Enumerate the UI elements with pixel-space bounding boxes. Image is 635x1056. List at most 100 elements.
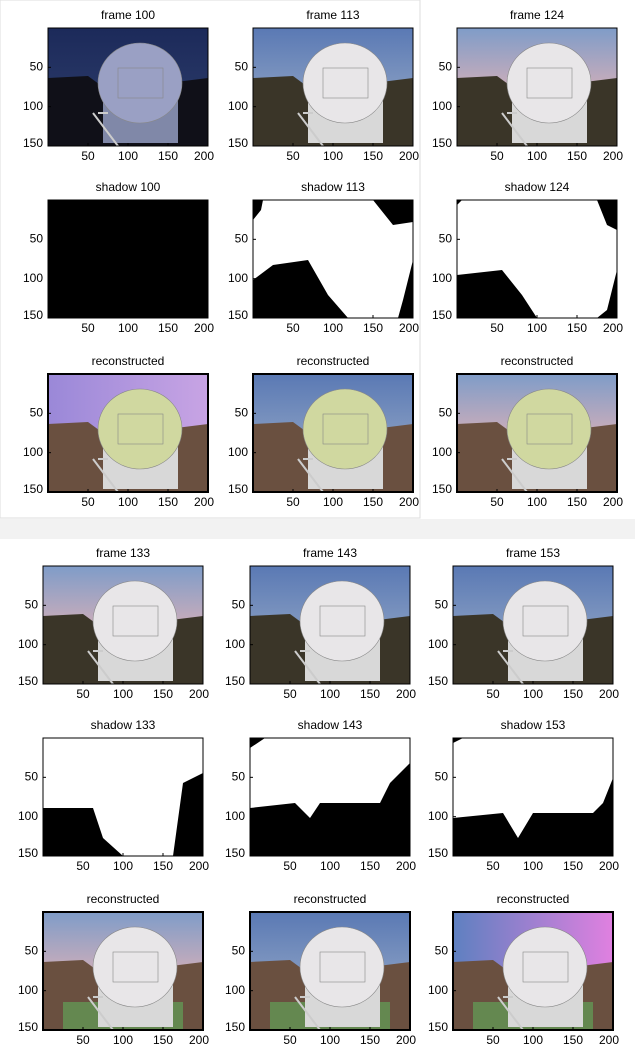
x-tick-label: 150 — [158, 149, 178, 163]
y-tick-label: 150 — [23, 308, 43, 322]
x-tick-label: 200 — [399, 495, 419, 509]
x-tick-label: 100 — [523, 1033, 543, 1047]
x-tick-label: 50 — [81, 149, 95, 163]
y-tick-label: 100 — [432, 445, 452, 459]
subplot: shadow 1245010015050100150200 — [432, 180, 623, 335]
x-tick-label: 100 — [527, 321, 547, 335]
x-tick-label: 50 — [490, 149, 504, 163]
subplot: frame 1435010015050100150200 — [225, 546, 416, 701]
subplot-title: reconstructed — [297, 354, 370, 368]
subplot-title: frame 133 — [96, 546, 150, 560]
x-tick-label: 200 — [399, 149, 419, 163]
x-tick-label: 50 — [81, 495, 95, 509]
dome — [503, 581, 587, 661]
subplot-title: shadow 153 — [501, 718, 566, 732]
y-tick-label: 150 — [18, 846, 38, 860]
dome — [303, 43, 387, 123]
y-tick-label: 100 — [23, 271, 43, 285]
x-tick-label: 150 — [153, 859, 173, 873]
x-tick-label: 150 — [360, 687, 380, 701]
subplot-title: frame 124 — [510, 8, 564, 22]
subplot-title: reconstructed — [294, 892, 367, 906]
y-tick-label: 100 — [428, 983, 448, 997]
y-tick-label: 50 — [235, 60, 249, 74]
x-tick-label: 150 — [363, 495, 383, 509]
dome — [93, 581, 177, 661]
x-tick-label: 150 — [158, 321, 178, 335]
y-tick-label: 50 — [25, 944, 39, 958]
y-tick-label: 100 — [225, 809, 245, 823]
y-tick-label: 100 — [225, 637, 245, 651]
y-tick-label: 150 — [225, 1020, 245, 1034]
y-tick-label: 100 — [23, 99, 43, 113]
y-tick-label: 150 — [432, 308, 452, 322]
subplot-title: reconstructed — [87, 892, 160, 906]
x-tick-label: 50 — [286, 495, 300, 509]
x-tick-label: 100 — [320, 1033, 340, 1047]
subplot: frame 1535010015050100150200 — [428, 546, 619, 701]
subplot-title: frame 153 — [506, 546, 560, 560]
x-tick-label: 100 — [523, 687, 543, 701]
x-tick-label: 150 — [567, 495, 587, 509]
x-tick-label: 100 — [118, 495, 138, 509]
subplot: reconstructed5010015050100150200 — [225, 892, 416, 1047]
y-tick-label: 150 — [428, 1020, 448, 1034]
page: frame 1005010015050100150200frame 113501… — [0, 0, 635, 1051]
x-tick-label: 200 — [189, 687, 209, 701]
x-tick-label: 200 — [603, 149, 623, 163]
x-tick-label: 100 — [113, 687, 133, 701]
x-tick-label: 50 — [283, 687, 297, 701]
y-tick-label: 50 — [439, 406, 453, 420]
y-tick-label: 50 — [235, 406, 249, 420]
y-tick-label: 100 — [18, 983, 38, 997]
y-tick-label: 50 — [235, 232, 249, 246]
subplot-title: shadow 100 — [96, 180, 161, 194]
subplot-title: shadow 113 — [301, 180, 365, 194]
x-tick-label: 200 — [603, 321, 623, 335]
x-tick-label: 200 — [396, 687, 416, 701]
dome — [93, 927, 177, 1007]
dome — [98, 43, 182, 123]
x-tick-label: 200 — [189, 859, 209, 873]
subplot-title: frame 113 — [306, 8, 359, 22]
subplot-title: reconstructed — [497, 892, 570, 906]
y-tick-label: 50 — [232, 598, 246, 612]
y-tick-label: 50 — [232, 770, 246, 784]
y-tick-label: 150 — [228, 136, 248, 150]
x-tick-label: 100 — [323, 495, 343, 509]
x-tick-label: 200 — [599, 1033, 619, 1047]
y-tick-label: 50 — [25, 598, 39, 612]
x-tick-label: 200 — [194, 495, 214, 509]
x-tick-label: 100 — [113, 859, 133, 873]
dome — [300, 927, 384, 1007]
y-tick-label: 150 — [23, 482, 43, 496]
y-tick-label: 100 — [228, 445, 248, 459]
x-tick-label: 150 — [363, 321, 383, 335]
x-tick-label: 150 — [158, 495, 178, 509]
dome — [300, 581, 384, 661]
subplot: reconstructed5010015050100150200 — [23, 354, 214, 509]
x-tick-label: 200 — [194, 321, 214, 335]
y-tick-label: 100 — [432, 99, 452, 113]
y-tick-label: 100 — [228, 271, 248, 285]
y-tick-label: 150 — [428, 846, 448, 860]
x-tick-label: 50 — [486, 859, 500, 873]
subplot-title: shadow 143 — [298, 718, 363, 732]
y-tick-label: 100 — [432, 271, 452, 285]
dome — [98, 389, 182, 469]
x-tick-label: 50 — [81, 321, 95, 335]
y-tick-label: 150 — [225, 846, 245, 860]
y-tick-label: 150 — [225, 674, 245, 688]
x-tick-label: 50 — [76, 687, 90, 701]
x-tick-label: 150 — [153, 687, 173, 701]
x-tick-label: 100 — [323, 149, 343, 163]
figure-separator — [0, 519, 635, 539]
x-tick-label: 100 — [113, 1033, 133, 1047]
